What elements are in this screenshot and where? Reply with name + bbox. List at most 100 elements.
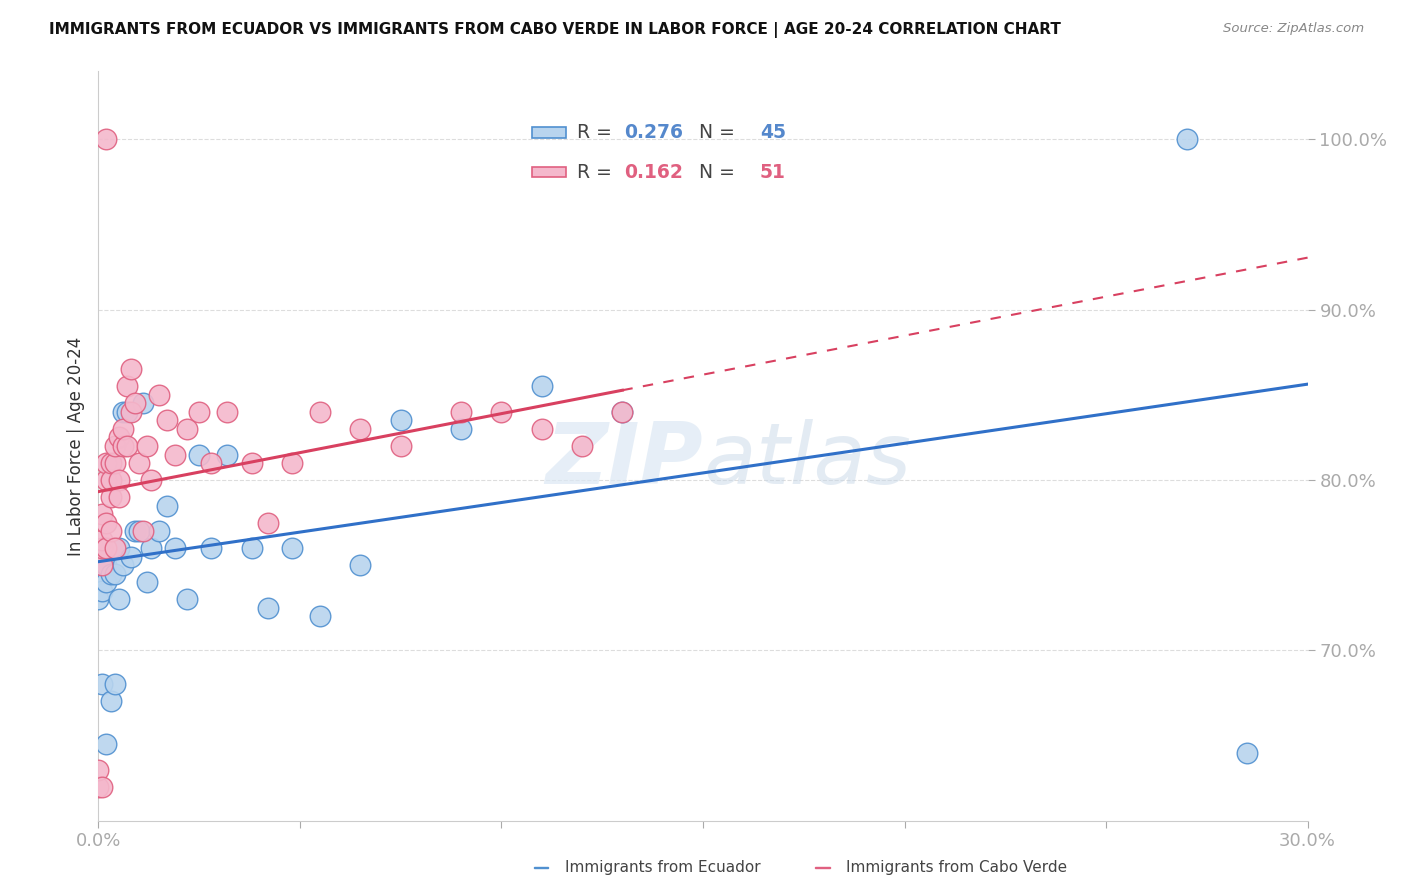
- Text: R =: R =: [576, 123, 617, 142]
- Point: [135, 575, 157, 590]
- Point: [163, 448, 186, 462]
- Text: 0.276: 0.276: [624, 123, 683, 142]
- Point: [156, 413, 179, 427]
- Text: Immigrants from Ecuador: Immigrants from Ecuador: [565, 861, 761, 875]
- Point: [200, 541, 222, 556]
- Point: [530, 379, 553, 393]
- Point: [91, 780, 114, 794]
- Point: [120, 549, 142, 564]
- Text: Immigrants from Cabo Verde: Immigrants from Cabo Verde: [846, 861, 1067, 875]
- Point: [100, 694, 122, 708]
- Point: [96, 516, 118, 530]
- Point: [128, 456, 150, 470]
- Point: [530, 422, 553, 436]
- Point: [100, 566, 122, 581]
- Point: [309, 609, 332, 624]
- FancyBboxPatch shape: [533, 128, 567, 137]
- Point: [107, 430, 129, 444]
- Point: [176, 422, 198, 436]
- Point: [163, 541, 186, 556]
- Point: [87, 592, 110, 607]
- Point: [156, 499, 179, 513]
- Point: [103, 456, 125, 470]
- Point: [124, 524, 146, 538]
- Point: [91, 541, 114, 556]
- Text: ZIP: ZIP: [546, 419, 703, 502]
- Point: [100, 456, 122, 470]
- Text: 0.162: 0.162: [624, 162, 683, 182]
- Point: [124, 396, 146, 410]
- Point: [111, 439, 134, 453]
- Point: [115, 439, 138, 453]
- Point: [148, 524, 170, 538]
- Point: [115, 379, 138, 393]
- Point: [217, 405, 239, 419]
- Point: [389, 413, 412, 427]
- Point: [103, 541, 125, 556]
- Point: [240, 541, 263, 556]
- Point: [91, 549, 114, 564]
- Point: [96, 541, 118, 556]
- Point: [100, 541, 122, 556]
- Point: [217, 448, 239, 462]
- Point: [1175, 132, 1198, 146]
- Point: [87, 566, 110, 581]
- Point: [148, 388, 170, 402]
- Point: [111, 422, 134, 436]
- Text: N =: N =: [686, 162, 741, 182]
- Point: [309, 405, 332, 419]
- Point: [103, 439, 125, 453]
- Point: [96, 737, 118, 751]
- Point: [107, 490, 129, 504]
- Point: [349, 422, 371, 436]
- Point: [612, 405, 634, 419]
- Text: atlas: atlas: [703, 419, 911, 502]
- Point: [107, 473, 129, 487]
- Point: [571, 439, 593, 453]
- Point: [96, 541, 118, 556]
- Point: [389, 439, 412, 453]
- Point: [281, 541, 304, 556]
- FancyBboxPatch shape: [533, 167, 567, 178]
- Point: [491, 405, 513, 419]
- Point: [87, 780, 110, 794]
- Point: [135, 439, 157, 453]
- Point: [91, 541, 114, 556]
- Point: [120, 405, 142, 419]
- Point: [139, 473, 162, 487]
- Point: [132, 396, 155, 410]
- Point: [91, 583, 114, 598]
- Point: [107, 592, 129, 607]
- Point: [115, 405, 138, 419]
- Point: [91, 558, 114, 573]
- Point: [256, 600, 278, 615]
- Point: [107, 541, 129, 556]
- Text: N =: N =: [686, 123, 741, 142]
- Point: [103, 677, 125, 691]
- Point: [100, 473, 122, 487]
- Point: [111, 558, 134, 573]
- Text: IMMIGRANTS FROM ECUADOR VS IMMIGRANTS FROM CABO VERDE IN LABOR FORCE | AGE 20-24: IMMIGRANTS FROM ECUADOR VS IMMIGRANTS FR…: [49, 22, 1062, 38]
- Point: [91, 558, 114, 573]
- Point: [188, 405, 211, 419]
- Point: [100, 490, 122, 504]
- Text: R =: R =: [576, 162, 617, 182]
- Point: [450, 422, 472, 436]
- Point: [200, 456, 222, 470]
- Point: [87, 763, 110, 777]
- FancyBboxPatch shape: [534, 867, 548, 869]
- Point: [128, 524, 150, 538]
- Point: [103, 566, 125, 581]
- Text: 51: 51: [759, 162, 786, 182]
- Point: [96, 558, 118, 573]
- Point: [176, 592, 198, 607]
- Point: [256, 516, 278, 530]
- Point: [91, 507, 114, 521]
- Point: [349, 558, 371, 573]
- Point: [100, 524, 122, 538]
- Point: [111, 405, 134, 419]
- Point: [96, 456, 118, 470]
- Point: [91, 533, 114, 547]
- Point: [96, 473, 118, 487]
- Point: [188, 448, 211, 462]
